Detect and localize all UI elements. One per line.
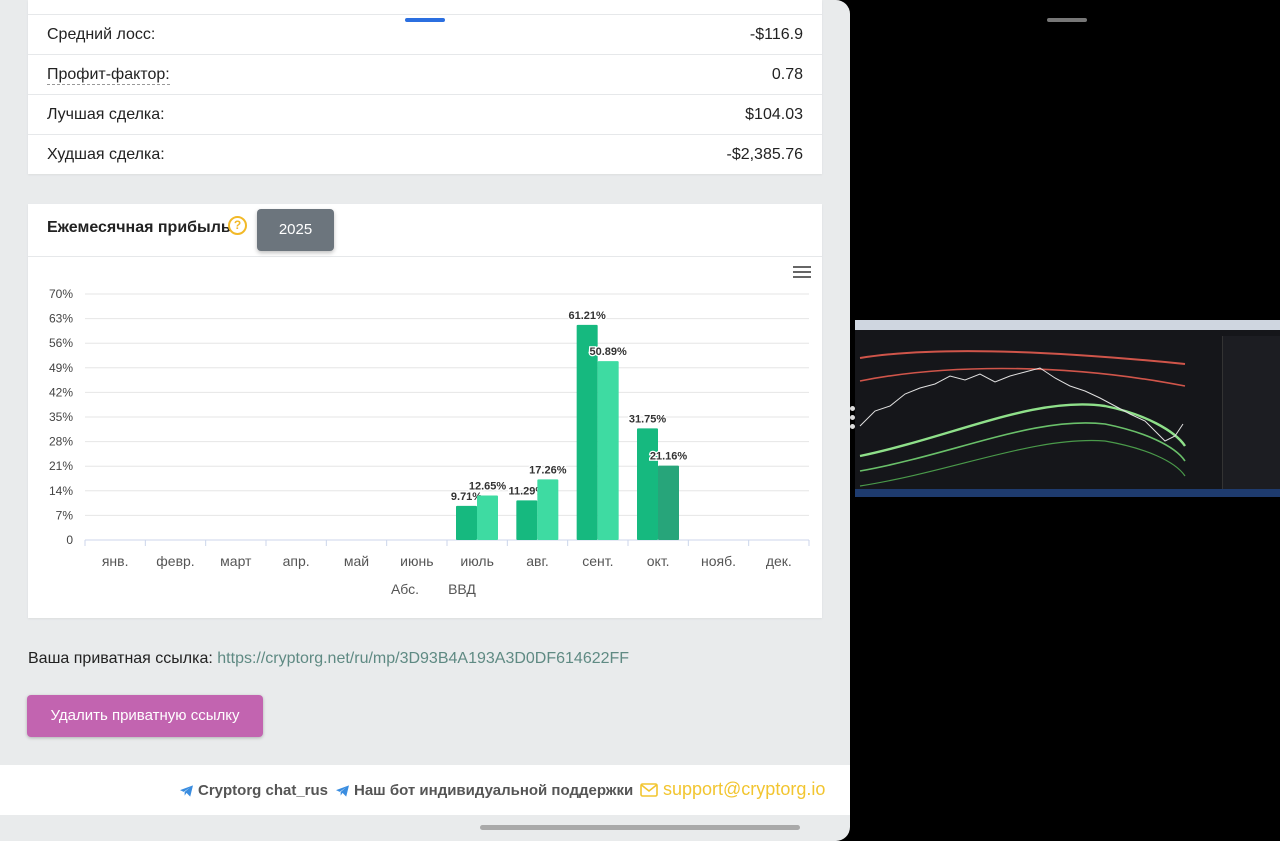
browser-tabs-strip <box>855 320 1280 330</box>
stats-row-cut <box>28 0 822 14</box>
stats-table: Средний лосс: -$116.9 Профит-фактор: 0.78 Лу… <box>28 0 822 174</box>
y-tick-label: 35% <box>49 410 73 424</box>
x-tick-label: сент. <box>582 553 613 569</box>
x-tick-label: янв. <box>102 553 129 569</box>
data-label: 50.89% <box>590 346 628 358</box>
telegram-icon <box>336 784 349 797</box>
data-label: 21.16% <box>650 451 688 463</box>
y-tick-label: 49% <box>49 361 73 375</box>
stats-row: Лучшая сделка: $104.03 <box>28 94 822 134</box>
price-chart-image <box>859 350 1186 487</box>
stat-label: Худшая сделка: <box>47 145 165 163</box>
x-tick-label: июль <box>460 553 493 569</box>
x-tick-label: дек. <box>766 553 792 569</box>
envelope-icon <box>640 782 658 797</box>
stat-value: 0.78 <box>771 65 803 83</box>
split-view-handle[interactable] <box>850 406 856 436</box>
y-tick-label: 63% <box>49 312 73 326</box>
delete-private-link-button[interactable]: Удалить приватную ссылку <box>27 695 263 737</box>
chat-link[interactable]: Cryptorg chat_rus <box>180 782 328 799</box>
x-tick-label: май <box>344 553 369 569</box>
support-email-link[interactable]: support@cryptorg.io <box>640 779 825 800</box>
stat-label: Средний лосс: <box>47 25 156 43</box>
scroll-indicator <box>405 18 445 22</box>
hamburger-menu-icon[interactable] <box>793 266 811 280</box>
stat-value: $104.03 <box>745 105 803 123</box>
data-label: 17.26% <box>529 464 567 476</box>
x-tick-label: апр. <box>283 553 310 569</box>
bar-окт.-Абс. <box>637 428 658 540</box>
x-tick-label: авг. <box>526 553 549 569</box>
private-link-url[interactable]: https://cryptorg.net/ru/mp/3D93B4A193A3D… <box>217 650 630 667</box>
x-tick-label: окт. <box>647 553 670 569</box>
app-window: Средний лосс: -$116.9 Профит-фактор: 0.78 Лу… <box>0 0 850 841</box>
x-tick-label: июнь <box>400 553 433 569</box>
stat-value: -$2,385.76 <box>726 145 803 163</box>
y-tick-label: 56% <box>49 336 73 350</box>
bot-link-text: Наш бот индивидуальной поддержки <box>354 782 634 799</box>
stat-value: -$116.9 <box>749 25 803 43</box>
bar-сент.-ВВД <box>597 361 619 540</box>
stats-row: Худшая сделка: -$2,385.76 <box>28 134 822 174</box>
stats-row: Профит-фактор: 0.78 <box>28 54 822 94</box>
y-tick-label: 14% <box>49 484 73 498</box>
bar-сент.-Абс. <box>576 324 598 540</box>
card-title: Ежемесячная прибыль <box>47 219 231 236</box>
stat-label[interactable]: Профит-фактор: <box>47 65 170 85</box>
x-tick-label: март <box>220 553 252 569</box>
bar-авг.-Абс. <box>516 500 538 540</box>
bar-июль-Абс. <box>456 505 477 540</box>
telegram-icon <box>180 784 193 797</box>
legend-item: ВВД <box>448 581 476 597</box>
multitasking-pill[interactable] <box>1047 18 1087 22</box>
footer: Cryptorg chat_rus Наш бот индивидуальной… <box>0 765 850 815</box>
y-tick-label: 70% <box>49 287 73 301</box>
y-tick-label: 7% <box>56 508 74 522</box>
stats-row: Средний лосс: -$116.9 <box>28 14 822 54</box>
monthly-profit-card: Ежемесячная прибыль ? 2025 0 7% 14% 21% 28% 3… <box>28 204 822 618</box>
question-circle-icon[interactable]: ? <box>228 216 247 235</box>
chat-link-text: Cryptorg chat_rus <box>198 782 329 799</box>
data-label: 12.65% <box>469 481 507 493</box>
stat-label: Лучшая сделка: <box>47 105 165 123</box>
home-indicator[interactable] <box>480 825 800 830</box>
x-tick-label: февр. <box>156 553 194 569</box>
taskbar-strip <box>855 489 1280 497</box>
year-button[interactable]: 2025 <box>257 209 334 251</box>
data-label: 11.29% <box>508 485 545 497</box>
y-tick-label: 0 <box>66 533 73 547</box>
data-label: 31.75% <box>629 413 667 425</box>
monthly-profit-chart: 0 7% 14% 21% 28% 35% 42% 49% 56% 63% 70% янв. февр. м… <box>49 287 810 597</box>
private-link-label: Ваша приватная ссылка: <box>28 650 213 667</box>
bar-июль-ВВД <box>477 495 498 540</box>
legend-item: Абс. <box>391 581 419 597</box>
y-tick-label: 28% <box>49 435 73 449</box>
bar-окт.-ВВД <box>658 465 679 540</box>
private-link-line: Ваша приватная ссылка: https://cryptorg.… <box>28 650 629 668</box>
card-header: Ежемесячная прибыль ? 2025 <box>28 204 822 257</box>
y-tick-label: 42% <box>49 385 73 399</box>
data-label: 61.21% <box>569 310 607 322</box>
trading-chart-thumbnail[interactable] <box>855 320 1280 497</box>
bar-авг.-ВВД <box>537 479 559 540</box>
x-tick-label: нояб. <box>701 553 736 569</box>
support-email-text: support@cryptorg.io <box>663 779 826 799</box>
data-label: 9.71% <box>451 491 482 503</box>
y-tick-label: 21% <box>49 459 73 473</box>
order-book-panel <box>1222 336 1280 494</box>
bot-link[interactable]: Наш бот индивидуальной поддержки <box>336 782 633 799</box>
